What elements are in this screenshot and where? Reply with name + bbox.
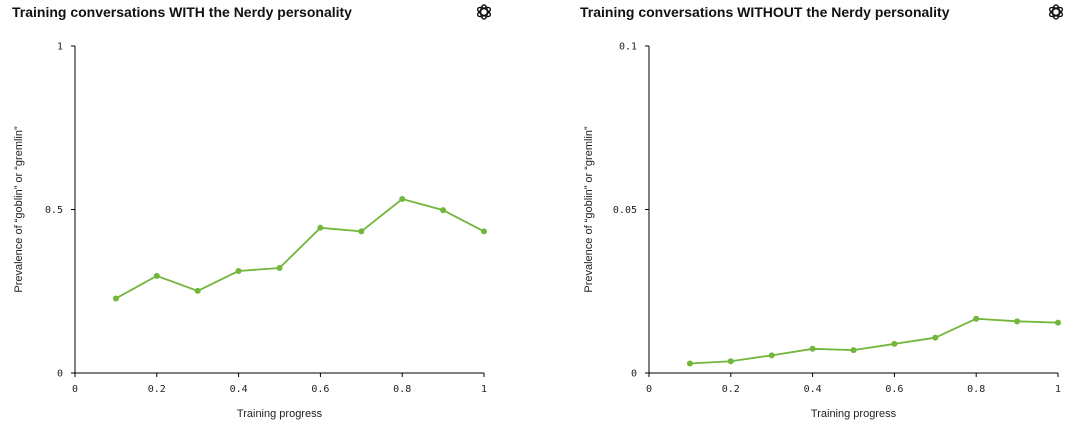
- y-tick-label: 0: [57, 369, 63, 380]
- data-point: [891, 340, 898, 347]
- data-point: [481, 228, 487, 235]
- y-axis-label: Prevalence of “goblin” or “gremlin”: [583, 126, 595, 293]
- data-point: [440, 207, 447, 214]
- y-tick-label: 0.5: [45, 205, 63, 216]
- chart-panel-with-nerdy: Training conversations WITH the Nerdy pe…: [12, 4, 492, 421]
- x-tick-label: 0.4: [230, 384, 248, 395]
- x-tick-label: 1: [1055, 384, 1061, 395]
- y-tick-label: 0.1: [619, 42, 637, 53]
- y-tick-label: 1: [57, 42, 63, 53]
- data-point: [768, 352, 775, 359]
- data-point: [235, 267, 242, 274]
- series-line: [689, 317, 1059, 365]
- data-point: [112, 295, 119, 302]
- x-axis-label: Training progress: [811, 408, 897, 420]
- x-tick-label: 1: [481, 384, 487, 395]
- data-point: [973, 315, 980, 322]
- x-tick-label: 0: [72, 384, 78, 395]
- x-tick-label: 0.4: [804, 384, 822, 395]
- data-point: [686, 360, 693, 367]
- data-point: [932, 334, 939, 341]
- chart-title: Training conversations WITHOUT the Nerdy…: [580, 4, 950, 20]
- line-chart: 0 0.2 0.4 0.6 0.8 1 0 0.05 0.1 Training progress P…: [583, 42, 1061, 421]
- data-point: [317, 224, 324, 231]
- data-point: [727, 358, 734, 365]
- y-axis-label: Prevalence of “goblin” or “gremlin”: [13, 126, 25, 293]
- x-tick-label: 0.2: [722, 384, 740, 395]
- chart-title: Training conversations WITH the Nerdy pe…: [12, 4, 352, 20]
- x-tick-label: 0.6: [885, 384, 903, 395]
- data-point: [399, 196, 406, 203]
- x-axis-label: Training progress: [237, 408, 323, 420]
- data-point: [153, 272, 160, 279]
- x-tick-label: 0: [646, 384, 652, 395]
- openai-knot-icon: [476, 4, 492, 20]
- x-tick-label: 0.6: [311, 384, 329, 395]
- y-tick-label: 0: [631, 369, 637, 380]
- line-chart: 0 0.2 0.4 0.6 0.8 1 0 0.5 1 Training progress Prev…: [13, 42, 487, 421]
- data-point: [276, 265, 283, 272]
- data-point: [1014, 318, 1021, 325]
- series-line: [115, 198, 485, 300]
- data-point: [1055, 319, 1061, 326]
- openai-knot-icon: [1048, 4, 1064, 20]
- data-point: [850, 347, 857, 354]
- chart-panel-without-nerdy: Training conversations WITHOUT the Nerdy…: [560, 0, 1080, 431]
- data-point: [358, 228, 365, 235]
- x-tick-label: 0.2: [148, 384, 166, 395]
- y-tick-label: 0.05: [613, 205, 637, 216]
- x-tick-label: 0.8: [393, 384, 411, 395]
- data-point: [194, 287, 201, 294]
- x-tick-label: 0.8: [967, 384, 985, 395]
- data-point: [809, 345, 816, 352]
